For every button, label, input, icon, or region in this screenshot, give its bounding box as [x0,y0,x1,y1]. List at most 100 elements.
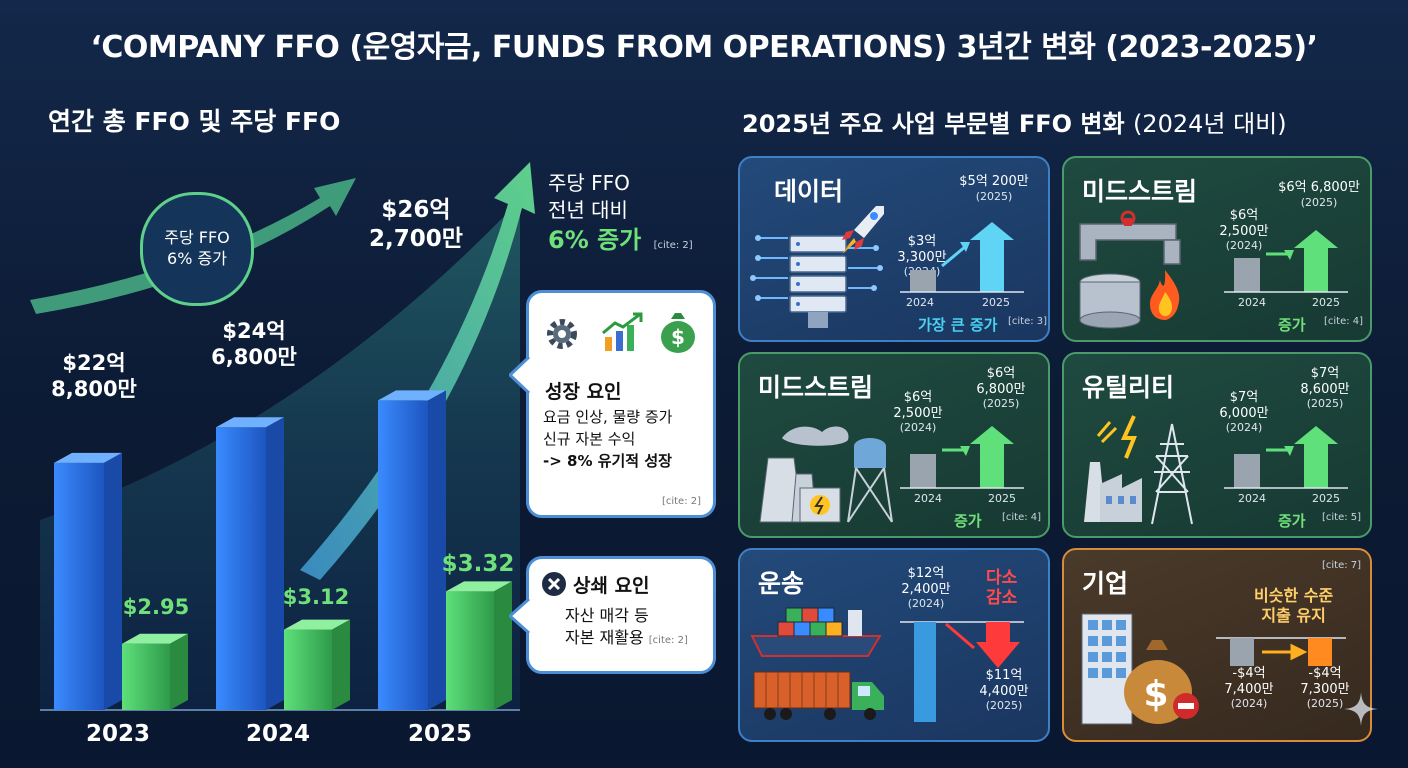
total-label-2025: $26억 2,700만 [356,196,476,254]
per-share-label-2023: $2.95 [122,595,190,619]
x-2025: 2025 [1312,296,1340,309]
close-icon [542,572,566,596]
per-share-label-2025: $3.32 [441,551,515,577]
trend-line [941,244,967,268]
segment-chart [900,222,1024,293]
growth-lines: 요금 인상, 물량 증가 신규 자본 수익 -> 8% 유기적 성장 [543,407,672,472]
office-building-icon [1081,613,1133,725]
x-2025: 2025 [1312,492,1340,505]
v24-line1: $7억 [1229,390,1259,405]
per-share-ffo-bar-2024 [284,629,332,710]
total-ffo-bar-2023 [54,462,104,710]
bar-2024 [914,622,936,722]
value-2024: $6억 2,500만 (2024) [884,390,952,434]
total-2023-line1: $22억 [62,351,126,375]
v24-line3: (2024) [1225,239,1263,253]
segment-title: 유틸리티 [1082,373,1175,402]
segment-chart [1224,426,1348,489]
v24-line1: -$4억 [1232,666,1266,681]
bar-2024 [1234,258,1260,292]
segment-title: 미드스트림 [758,373,874,402]
bar-2025-arrow [970,426,1014,488]
v25-line3: (2025) [982,397,1020,411]
per-share-label-2024: $3.12 [282,585,350,609]
bar-2025 [1308,638,1332,666]
bar-2025-arrow [1294,230,1338,292]
flame-icon [1150,270,1180,320]
segment-panel-midstream-1: 미드스트림 $6억 2,500만 (2024) $6억 6,800만 (2025… [1062,156,1372,342]
offset-title: 상쇄 요인 [573,575,650,597]
offset-lines: 자산 매각 등 자본 재활용 [cite: 2] [565,605,688,650]
total-ffo-bar-side-2024 [266,417,284,710]
trend-arrowhead [960,242,970,252]
money-bag-icon: $ [1124,640,1199,724]
left-chart [30,162,535,711]
segment-cite: [cite: 7] [1322,560,1362,571]
value-2025: $5억 200만 (2025) [946,174,1042,203]
growth-factors-callout: $ 성장 요인 요금 인상, 물량 증가 신규 자본 수익 -> 8% 유기적 … [509,290,716,518]
growth-cite: [cite: 2] [661,496,701,507]
left-heading: 연간 총 FFO 및 주당 FFO [48,107,341,136]
value-2025: $7억 8,600만 (2025) [1290,366,1360,410]
value-2025: $6억 6,800만 (2025) [1270,180,1368,209]
value-2024: $6억 2,500만 (2024) [1210,208,1278,252]
x-2025: 2025 [982,296,1010,309]
growth-chart-icon [602,312,643,351]
per-share-ffo-bar-side-2024 [332,619,350,710]
growth-title: 성장 요인 [545,381,622,403]
note-line1: 비슷한 수준 [1254,586,1334,605]
value-2025: -$4억 7,300만 (2025) [1290,666,1360,710]
badge-line-1: 주당 FFO [164,228,230,248]
note-line1: 다소 [986,568,1018,588]
v24-line1: $6억 [1229,208,1259,223]
v24-line3: (2024) [1230,697,1268,711]
segment-panel-utility: 유틸리티 $7억 6,000만 (2024) $7억 8,600만 (2025)… [1062,352,1372,538]
total-ffo-bar-side-2023 [104,452,122,710]
svg-text:$: $ [671,325,685,349]
money-bag-icon: $ [661,313,695,353]
ship-icon [750,607,882,657]
pipeline-icon [1079,210,1181,329]
x-2025: 2025 [988,492,1016,505]
bar-2024 [910,454,936,488]
side-note-line1: 주당 FFO [548,171,630,195]
total-ffo-bar-side-2025 [428,390,446,710]
right-heading: 2025년 주요 사업 부문별 FFO 변화 (2024년 대비) [742,104,1287,139]
segment-cite: [cite: 4] [1324,316,1364,327]
v25-line1: $5억 200만 [959,174,1029,189]
v24-line3: (2024) [899,421,937,435]
bar-2024 [910,270,936,292]
growth-arrow-small-icon [30,178,356,314]
svg-text:$: $ [1143,674,1168,715]
x-2024: 2024 [914,492,942,505]
per-share-ffo-bar-top-2024 [284,619,350,630]
note-line2: 지출 유지 [1261,606,1326,625]
side-note-line3: 6% 증가 [548,226,642,254]
v25-line2: 4,400만 [979,683,1029,699]
segment-panel-data: 데이터 $3억 3,300만 (2024) $5억 200만 [738,156,1050,342]
per-share-ffo-bar-2025 [446,591,494,710]
segment-chart [1216,637,1346,666]
total-2024-line2: 6,800만 [211,345,297,370]
segment-chart [1224,230,1348,293]
total-ffo-bar-2025 [378,400,428,710]
offset-factors-callout: 상쇄 요인 자산 매각 등 자본 재활용 [cite: 2] [509,556,716,674]
per-share-ffo-bar-top-2023 [122,633,188,644]
v25-line2: (2025) [1300,195,1338,209]
total-ffo-bar-2024 [216,427,266,710]
page-title: ‘COMPANY FFO (운영자금, FUNDS FROM OPERATION… [90,30,1318,65]
segment-panel-transport: 운송 $12억 2,400만 (2024) 다소 감소 $11억 [738,548,1050,742]
callout-pointer-2 [509,599,531,633]
x-2024: 2024 [1238,492,1266,505]
v24-line1: $6억 [903,390,933,405]
total-ffo-bar-top-2025 [378,390,446,401]
bar-2025-arrow [970,222,1014,292]
x-label-2023: 2023 [85,721,150,747]
per-share-ffo-bar-side-2025 [494,581,512,710]
per-share-ffo-bar-top-2025 [446,581,512,592]
segment-note: 비슷한 수준 지출 유지 [1254,586,1333,626]
offset-line2: 자본 재활용 [565,628,644,648]
per-share-side-note: 주당 FFO 전년 대비 6% 증가 [cite: 2] [548,170,693,256]
v25-line2: 6,800만 [976,381,1026,397]
